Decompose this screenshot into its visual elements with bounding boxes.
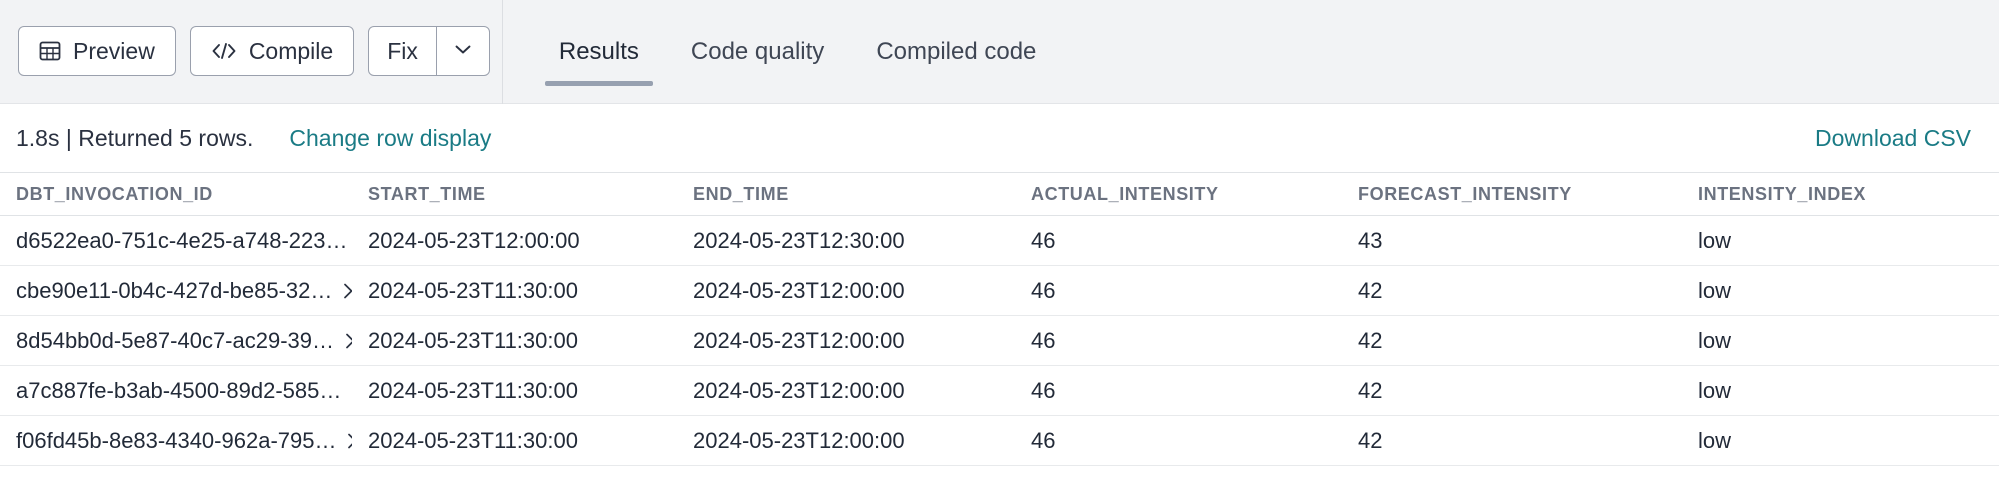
results-status-bar: 1.8s | Returned 5 rows. Change row displ… — [0, 104, 1999, 172]
cell-forecast-intensity: 42 — [1358, 327, 1383, 353]
column-header-actual-intensity[interactable]: ACTUAL_INTENSITY — [1031, 183, 1219, 204]
tab-compiled-code-label: Compiled code — [876, 38, 1037, 65]
fix-dropdown-button[interactable] — [437, 27, 489, 75]
fix-split-button: Fix — [368, 26, 490, 76]
cell-end-time: 2024-05-23T12:00:00 — [693, 427, 905, 453]
cell-end-time: 2024-05-23T12:00:00 — [693, 377, 905, 403]
query-summary: 1.8s | Returned 5 rows. — [16, 124, 254, 151]
column-header-intensity-index[interactable]: INTENSITY_INDEX — [1698, 183, 1867, 204]
column-header-start-time[interactable]: START_TIME — [368, 183, 486, 204]
download-csv-link[interactable]: Download CSV — [1815, 124, 1971, 151]
editor-toolbar: Preview Compile Fix — [0, 0, 1999, 104]
table-row[interactable]: 8d54bb0d-5e87-40c7-ac29-39… 2024-05-23T1… — [0, 316, 1999, 366]
cell-start-time: 2024-05-23T12:00:00 — [368, 227, 580, 253]
cell-dbt-invocation-id-value: 8d54bb0d-5e87-40c7-ac29-39… — [16, 327, 335, 353]
change-row-display-link[interactable]: Change row display — [289, 124, 492, 151]
cell-start-time: 2024-05-23T11:30:00 — [368, 277, 578, 303]
toolbar-button-group: Preview Compile Fix — [0, 0, 490, 104]
status-right-group: Download CSV — [1815, 125, 1971, 152]
preview-button-label: Preview — [73, 37, 155, 64]
cell-dbt-invocation-id: cbe90e11-0b4c-427d-be85-32… — [0, 278, 352, 304]
cell-dbt-invocation-id-value: d6522ea0-751c-4e25-a748-223… — [16, 227, 348, 253]
cell-dbt-invocation-id: 8d54bb0d-5e87-40c7-ac29-39… — [0, 328, 352, 354]
cell-dbt-invocation-id-value: cbe90e11-0b4c-427d-be85-32… — [16, 277, 333, 303]
cell-forecast-intensity: 43 — [1358, 227, 1383, 253]
toolbar-divider — [501, 0, 503, 104]
results-table: DBT_INVOCATION_ID START_TIME END_TIME AC… — [0, 172, 1999, 466]
column-header-dbt-invocation-id[interactable]: DBT_INVOCATION_ID — [16, 183, 213, 204]
table-header-row: DBT_INVOCATION_ID START_TIME END_TIME AC… — [0, 172, 1999, 216]
chevron-right-icon[interactable] — [344, 331, 352, 351]
cell-intensity-index: low — [1698, 327, 1732, 353]
cell-intensity-index: low — [1698, 277, 1732, 303]
table-row[interactable]: a7c887fe-b3ab-4500-89d2-585… 2024-05-23T… — [0, 366, 1999, 416]
cell-intensity-index: low — [1698, 227, 1732, 253]
column-header-forecast-intensity[interactable]: FORECAST_INTENSITY — [1358, 183, 1572, 204]
status-left-group: 1.8s | Returned 5 rows. Change row displ… — [16, 125, 491, 152]
cell-start-time: 2024-05-23T11:30:00 — [368, 377, 578, 403]
table-row[interactable]: f06fd45b-8e83-4340-962a-795… 2024-05-23T… — [0, 416, 1999, 466]
table-row[interactable]: d6522ea0-751c-4e25-a748-223… 2024-05-23T… — [0, 216, 1999, 266]
cell-start-time: 2024-05-23T11:30:00 — [368, 327, 578, 353]
cell-actual-intensity: 46 — [1031, 377, 1056, 403]
compile-button-label: Compile — [248, 37, 334, 64]
tab-code-quality[interactable]: Code quality — [665, 0, 850, 104]
preview-button[interactable]: Preview — [18, 26, 176, 76]
code-icon — [211, 41, 237, 61]
cell-forecast-intensity: 42 — [1358, 277, 1383, 303]
cell-intensity-index: low — [1698, 427, 1732, 453]
result-tabs: Results Code quality Compiled code — [503, 0, 1063, 104]
cell-intensity-index: low — [1698, 377, 1732, 403]
cell-start-time: 2024-05-23T11:30:00 — [368, 427, 578, 453]
chevron-down-icon — [453, 42, 473, 61]
cell-dbt-invocation-id: a7c887fe-b3ab-4500-89d2-585… — [0, 378, 352, 404]
cell-actual-intensity: 46 — [1031, 227, 1056, 253]
column-header-end-time[interactable]: END_TIME — [693, 183, 789, 204]
tab-results-label: Results — [558, 38, 639, 65]
tab-code-quality-label: Code quality — [690, 38, 825, 65]
cell-end-time: 2024-05-23T12:30:00 — [693, 227, 905, 253]
fix-button[interactable]: Fix — [369, 27, 437, 75]
cell-dbt-invocation-id: d6522ea0-751c-4e25-a748-223… — [0, 228, 352, 254]
cell-end-time: 2024-05-23T12:00:00 — [693, 277, 905, 303]
cell-forecast-intensity: 42 — [1358, 377, 1383, 403]
cell-actual-intensity: 46 — [1031, 427, 1056, 453]
cell-dbt-invocation-id: f06fd45b-8e83-4340-962a-795… — [0, 428, 352, 454]
cell-actual-intensity: 46 — [1031, 327, 1056, 353]
table-icon — [39, 40, 61, 62]
chevron-right-icon[interactable] — [346, 431, 352, 451]
chevron-right-icon[interactable] — [342, 281, 352, 301]
fix-button-label: Fix — [387, 37, 418, 64]
table-row[interactable]: cbe90e11-0b4c-427d-be85-32… 2024-05-23T1… — [0, 266, 1999, 316]
cell-dbt-invocation-id-value: f06fd45b-8e83-4340-962a-795… — [16, 427, 337, 453]
tab-results[interactable]: Results — [533, 0, 665, 104]
cell-dbt-invocation-id-value: a7c887fe-b3ab-4500-89d2-585… — [16, 377, 342, 403]
cell-forecast-intensity: 42 — [1358, 427, 1383, 453]
compile-button[interactable]: Compile — [189, 26, 355, 76]
cell-actual-intensity: 46 — [1031, 277, 1056, 303]
tab-compiled-code[interactable]: Compiled code — [850, 0, 1062, 104]
cell-end-time: 2024-05-23T12:00:00 — [693, 327, 905, 353]
